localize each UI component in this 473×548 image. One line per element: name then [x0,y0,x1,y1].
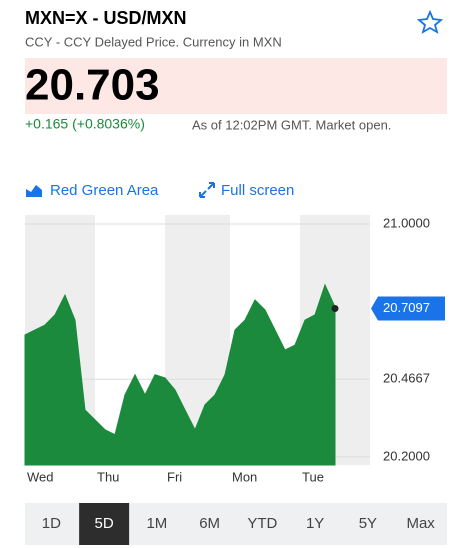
last-dot [331,305,339,313]
range-button[interactable]: 1Y [306,515,324,532]
price: 20.703 [25,61,160,110]
as-of: As of 12:02PM GMT. Market open. [192,117,391,132]
x-tick-label: Wed [27,469,54,484]
chart: Wed Thu Fri Mon Tue 21.0000 20.4667 20.2000 20.7… [24,215,445,484]
price-highlight [25,58,447,114]
full-screen[interactable]: Full screen [221,182,294,199]
star-icon[interactable] [416,9,444,34]
x-tick-label: Mon [232,469,257,484]
title: MXN=X - USD/MXN [25,8,187,28]
x-tick-label: Fri [167,469,182,484]
area [24,283,336,466]
fullscreen-icon[interactable] [199,182,215,198]
y-tick-label: 20.4667 [383,371,430,386]
range-button[interactable]: Max [406,515,435,532]
change: +0.165 (+0.8036%) [25,116,145,132]
range-selected[interactable] [79,503,130,545]
y-tick-label: 21.0000 [383,215,430,230]
chart-style[interactable]: Red Green Area [50,182,159,199]
x-tick-label: Tue [302,469,324,484]
range-button[interactable]: 5D [95,515,114,532]
area-icon[interactable] [26,185,42,197]
range-selector: 1D 5D 1M 6M YTD 1Y 5Y Max [42,503,435,545]
subtitle: CCY - CCY Delayed Price. Currency in MXN [25,34,282,49]
x-tick-label: Thu [97,469,119,484]
last-tag [371,296,445,321]
range-button[interactable]: 5Y [359,515,377,532]
range-button[interactable]: 1M [146,515,167,532]
last-value-label: 20.7097 [383,300,430,315]
range-button[interactable]: 1D [42,515,61,532]
y-tick-label: 20.2000 [383,448,430,463]
range-button[interactable]: 6M [199,515,220,532]
range-button[interactable]: YTD [247,515,277,532]
